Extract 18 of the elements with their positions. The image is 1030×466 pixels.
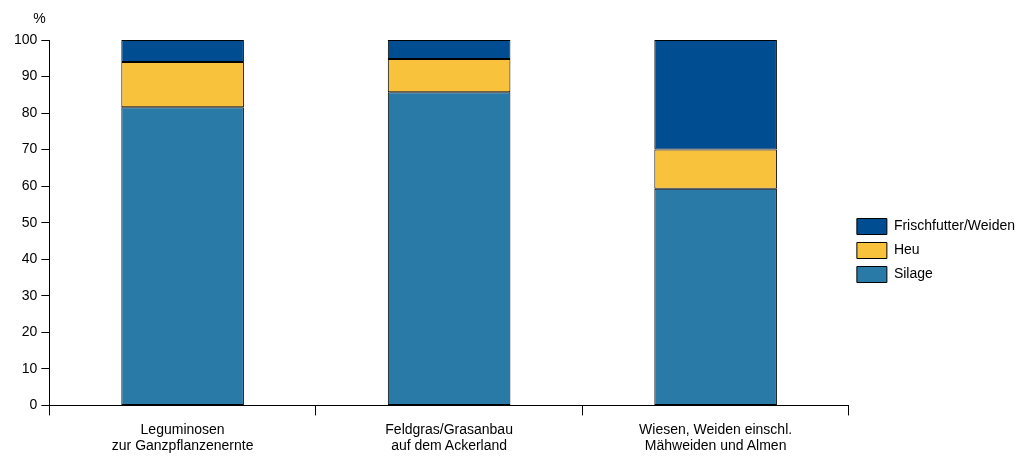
- legend-label: Frischfutter/Weiden: [893, 217, 1016, 234]
- y-tick-label: 80: [21, 103, 38, 120]
- y-tick-label: 40: [21, 250, 38, 267]
- y-tick-label: 20: [21, 323, 38, 340]
- y-tick-label: 50: [21, 213, 38, 230]
- x-tick-label: Leguminosen zur Ganzpflanzenernte: [111, 420, 254, 454]
- y-axis-title: %: [33, 9, 46, 26]
- x-tick-label: Feldgras/Grasanbau auf dem Ackerland: [385, 420, 513, 454]
- y-tick-label: 90: [21, 67, 38, 84]
- y-tick-label: 30: [21, 286, 38, 303]
- y-tick-label: 70: [21, 140, 38, 157]
- y-tick-label: 0: [29, 396, 38, 413]
- x-tick-label: Wiesen, Weiden einschl. Mähweiden und Almen: [639, 420, 793, 454]
- y-tick-label: 10: [21, 359, 38, 376]
- y-tick-label: 60: [21, 177, 38, 194]
- legend-label: Silage: [893, 265, 934, 282]
- legend-label: Heu: [893, 241, 920, 258]
- y-tick-label: 100: [14, 30, 38, 47]
